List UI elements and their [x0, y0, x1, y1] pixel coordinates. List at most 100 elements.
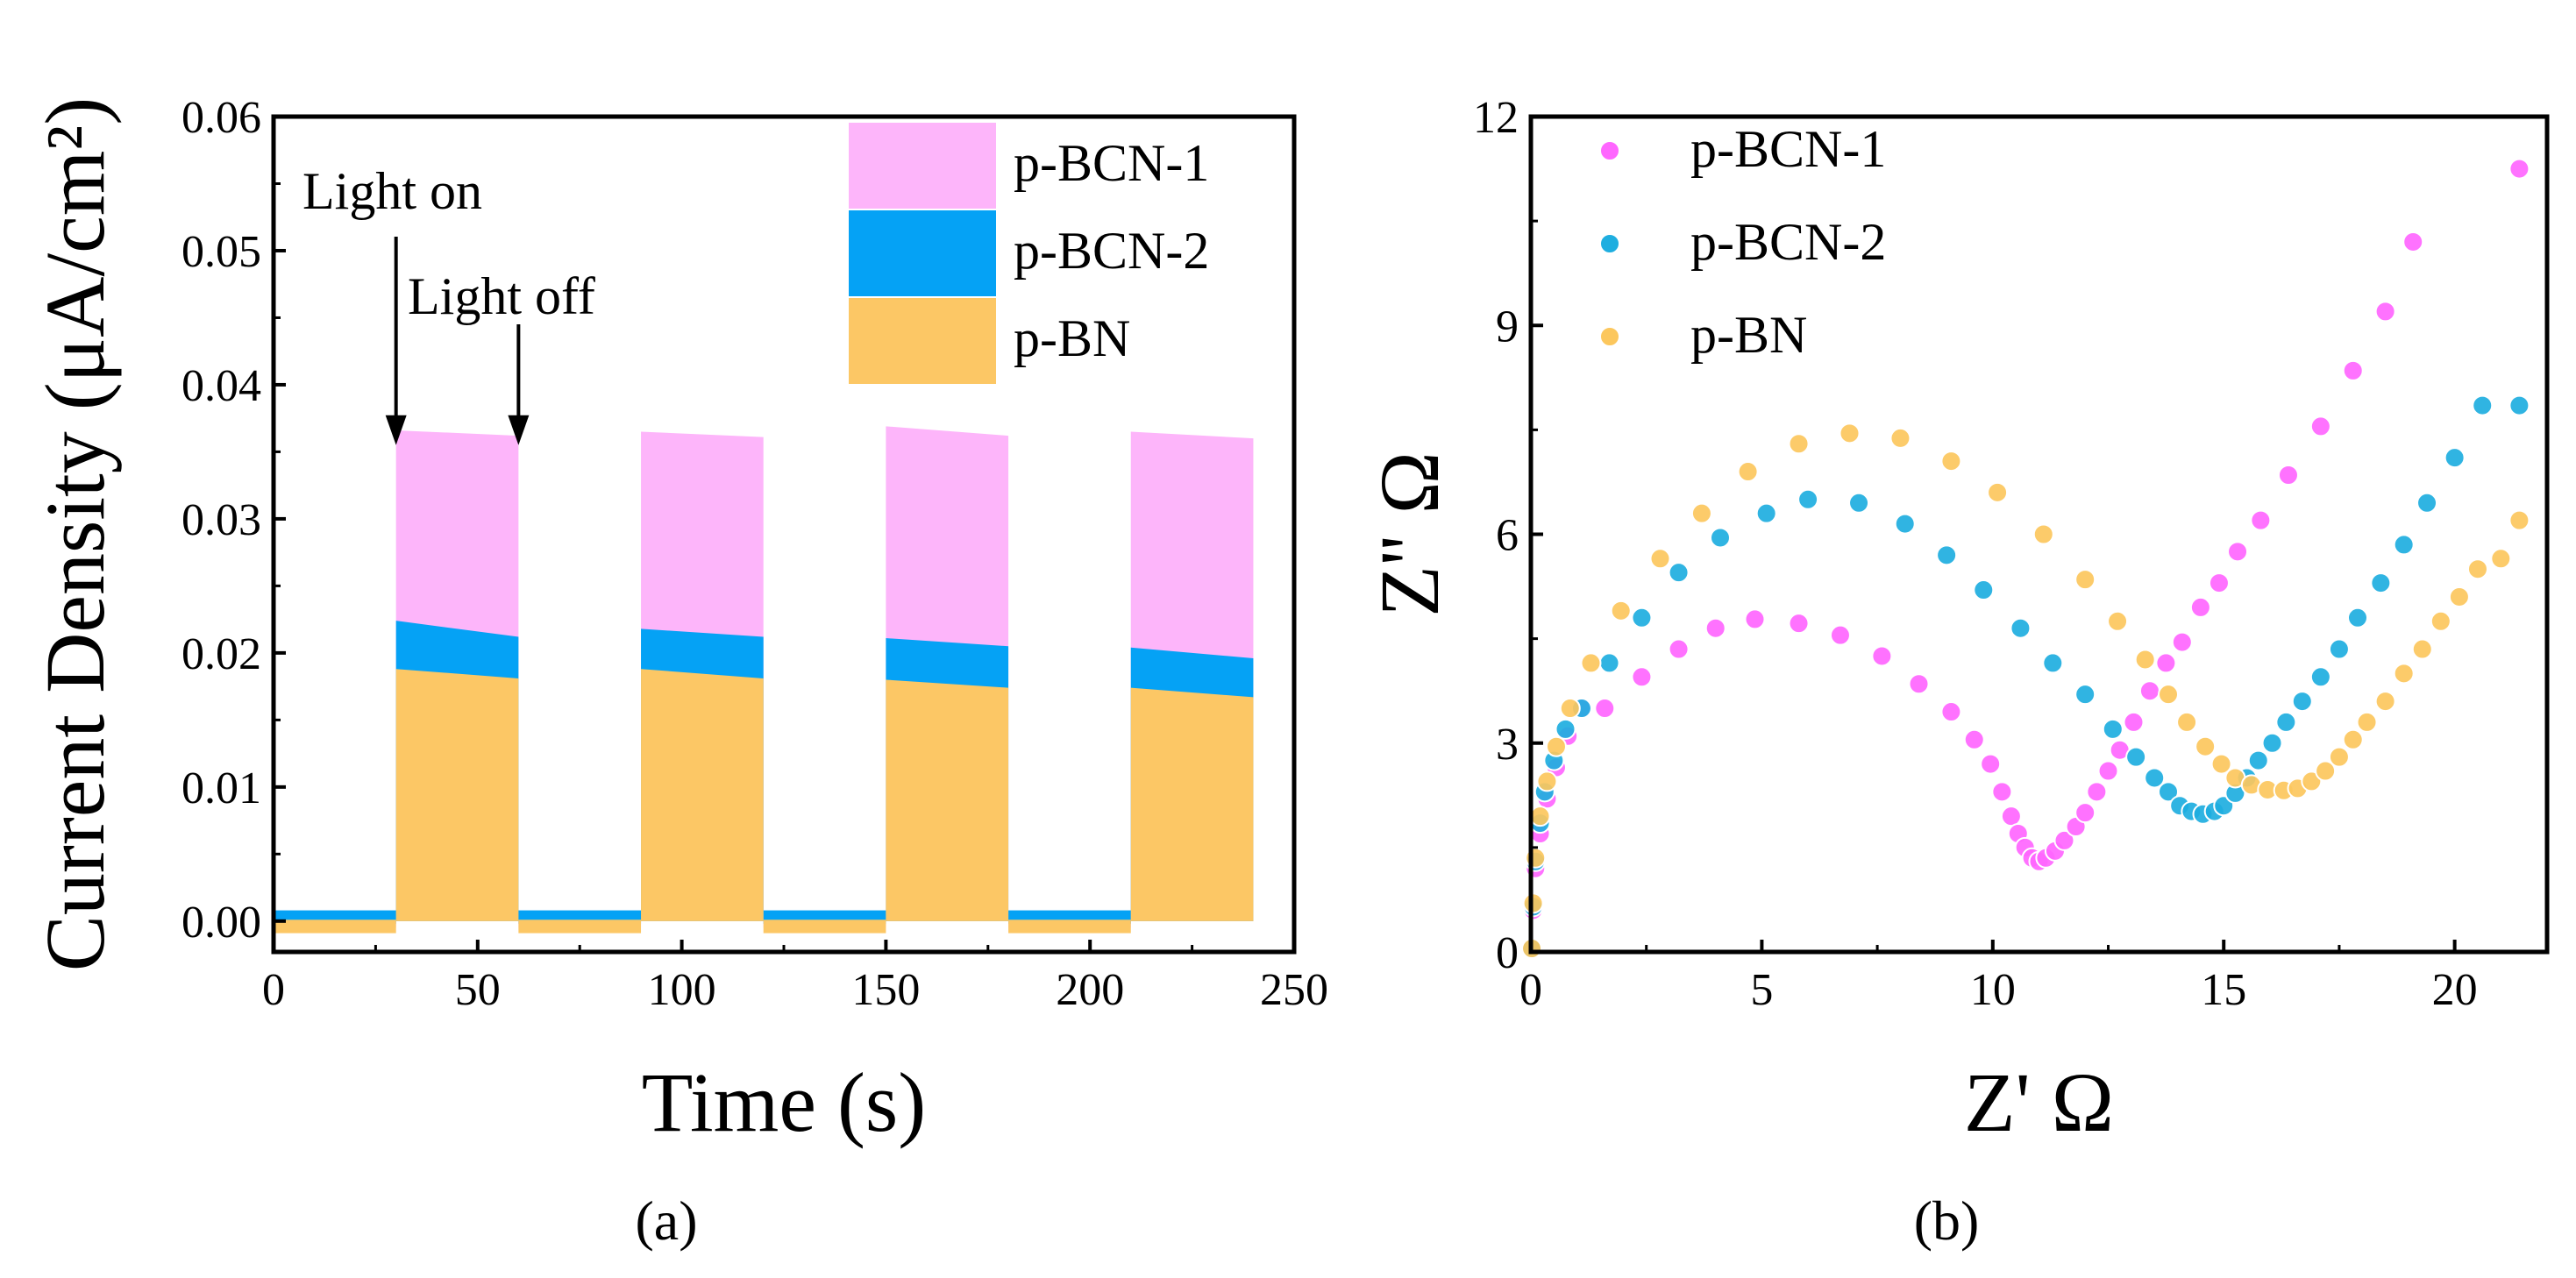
panel-b-chart: p-BCN-1 p-BCN-2 p-BN 0 5 10 15 20 0 3 6 9 12 Z' Ω Z…	[1363, 93, 2550, 1252]
panel-b-ticks: 0 5 10 15 20 0 3 6 9 12	[1473, 93, 2478, 1015]
point-p-bcn-2	[1631, 607, 1653, 628]
point-p-bn	[2448, 586, 2470, 607]
pulse-p-bn-1	[395, 669, 519, 921]
point-p-bcn-1	[2342, 359, 2364, 381]
y-tick-label: 0.05	[181, 227, 261, 277]
point-p-bcn-2	[2010, 617, 2032, 639]
point-p-bcn-1	[1668, 638, 1690, 660]
annotation-light-on: Light on	[302, 162, 482, 445]
point-p-bcn-1	[2189, 596, 2211, 618]
legend-swatch	[849, 123, 996, 209]
legend-item-p-bcn-2: p-BCN-2	[1599, 213, 1886, 271]
point-p-bcn-1	[2402, 231, 2424, 252]
point-p-bcn-1	[1704, 617, 1726, 639]
y-tick-label: 0.03	[181, 495, 261, 545]
point-p-bn	[2176, 711, 2198, 733]
y-tick-label: 0.00	[181, 898, 261, 948]
point-p-bn	[1559, 698, 1581, 720]
series-p-bcn-2	[1521, 394, 2530, 960]
y-tick-label: 0.04	[181, 361, 261, 411]
point-p-bcn-2	[2261, 732, 2283, 754]
y-tick-label: 0.01	[181, 763, 261, 813]
legend-item-p-bcn-1: p-BCN-1	[1599, 120, 1886, 178]
point-p-bn	[2356, 711, 2378, 733]
baseline-p-bn-1	[518, 919, 642, 934]
point-p-bcn-2	[2472, 394, 2494, 416]
point-p-bn	[2374, 691, 2396, 713]
point-p-bcn-2	[2102, 718, 2124, 740]
legend-label: p-BN	[1014, 309, 1130, 367]
point-p-bcn-2	[1894, 513, 1916, 535]
x-tick-label: 100	[648, 965, 716, 1015]
point-p-bn	[2134, 649, 2156, 671]
point-p-bcn-1	[1908, 673, 1930, 695]
x-tick-label: 200	[1056, 965, 1124, 1015]
point-p-bn	[2342, 728, 2364, 750]
x-tick-label: 250	[1260, 965, 1328, 1015]
y-tick-label: 3	[1496, 720, 1519, 770]
point-p-bcn-2	[1709, 527, 1731, 549]
y-tick-label: 0.06	[181, 93, 261, 143]
legend-item-p-bn: p-BN	[849, 298, 1130, 384]
point-p-bcn-1	[2074, 802, 2096, 824]
point-p-bn	[2466, 558, 2488, 580]
panel-a-label: (a)	[635, 1189, 697, 1252]
legend-label: p-BCN-1	[1014, 134, 1209, 192]
series-p-bcn-1	[1521, 158, 2530, 960]
legend-marker	[1599, 140, 1620, 161]
point-p-bcn-2	[1555, 718, 1576, 740]
annotation-arrow-head	[508, 415, 530, 445]
legend-label: p-BCN-2	[1014, 222, 1209, 280]
point-p-bcn-2	[1755, 502, 1777, 524]
point-p-bcn-1	[2000, 806, 2022, 827]
pulse-p-bn-3	[886, 679, 1009, 921]
baseline-p-bn-2	[763, 919, 886, 934]
baseline-p-bn-0	[275, 919, 396, 934]
legend-marker	[1599, 326, 1620, 347]
point-p-bcn-2	[2444, 447, 2466, 469]
point-p-bn	[2393, 663, 2415, 685]
point-p-bcn-2	[2042, 652, 2064, 674]
point-p-bn	[2301, 770, 2323, 792]
legend-item-p-bcn-2: p-BCN-2	[849, 210, 1209, 296]
point-p-bn	[1940, 451, 1962, 472]
point-p-bcn-1	[2250, 509, 2272, 531]
panel-a-series	[275, 426, 1254, 934]
point-p-bn	[2508, 509, 2530, 531]
point-p-bcn-1	[2138, 680, 2160, 702]
point-p-bcn-2	[2347, 607, 2369, 628]
legend-label: p-BCN-1	[1690, 120, 1886, 178]
point-p-bcn-1	[2123, 711, 2145, 733]
y-tick-label: 0	[1496, 928, 1519, 978]
point-p-bcn-1	[1991, 781, 2013, 803]
point-p-bcn-1	[2227, 541, 2249, 563]
point-p-bn	[1580, 652, 1602, 674]
legend-swatch	[849, 210, 996, 296]
panel-a-annotations: Light on Light off	[302, 162, 595, 445]
point-p-bcn-2	[2508, 394, 2530, 416]
x-tick-label: 5	[1750, 965, 1773, 1015]
x-tick-label: 150	[851, 965, 920, 1015]
point-p-bcn-1	[2309, 415, 2331, 437]
panel-a-legend: p-BCN-1 p-BCN-2 p-BN	[849, 123, 1209, 384]
point-p-bcn-2	[1936, 544, 1958, 566]
y-tick-label: 6	[1496, 511, 1519, 561]
point-p-bn	[1545, 735, 1567, 757]
point-p-bn	[1788, 433, 1810, 455]
annotation-light-off: Light off	[408, 267, 595, 445]
point-p-bcn-2	[1848, 492, 1870, 514]
point-p-bcn-1	[2277, 464, 2299, 486]
panel-a-x-axis-label: Time (s)	[642, 1055, 927, 1149]
point-p-bcn-2	[2291, 691, 2313, 713]
point-p-bcn-1	[1980, 753, 2002, 775]
point-p-bcn-1	[1594, 698, 1616, 720]
annotation-text: Light on	[302, 162, 482, 220]
pulse-p-bn-2	[641, 669, 764, 921]
point-p-bn	[2328, 746, 2350, 768]
legend-swatch	[849, 298, 996, 384]
point-p-bcn-2	[2125, 746, 2147, 768]
point-p-bn	[2074, 569, 2096, 591]
point-p-bcn-1	[1940, 701, 1962, 723]
x-tick-label: 0	[1519, 965, 1542, 1015]
panel-b-x-axis-label: Z' Ω	[1964, 1055, 2114, 1149]
